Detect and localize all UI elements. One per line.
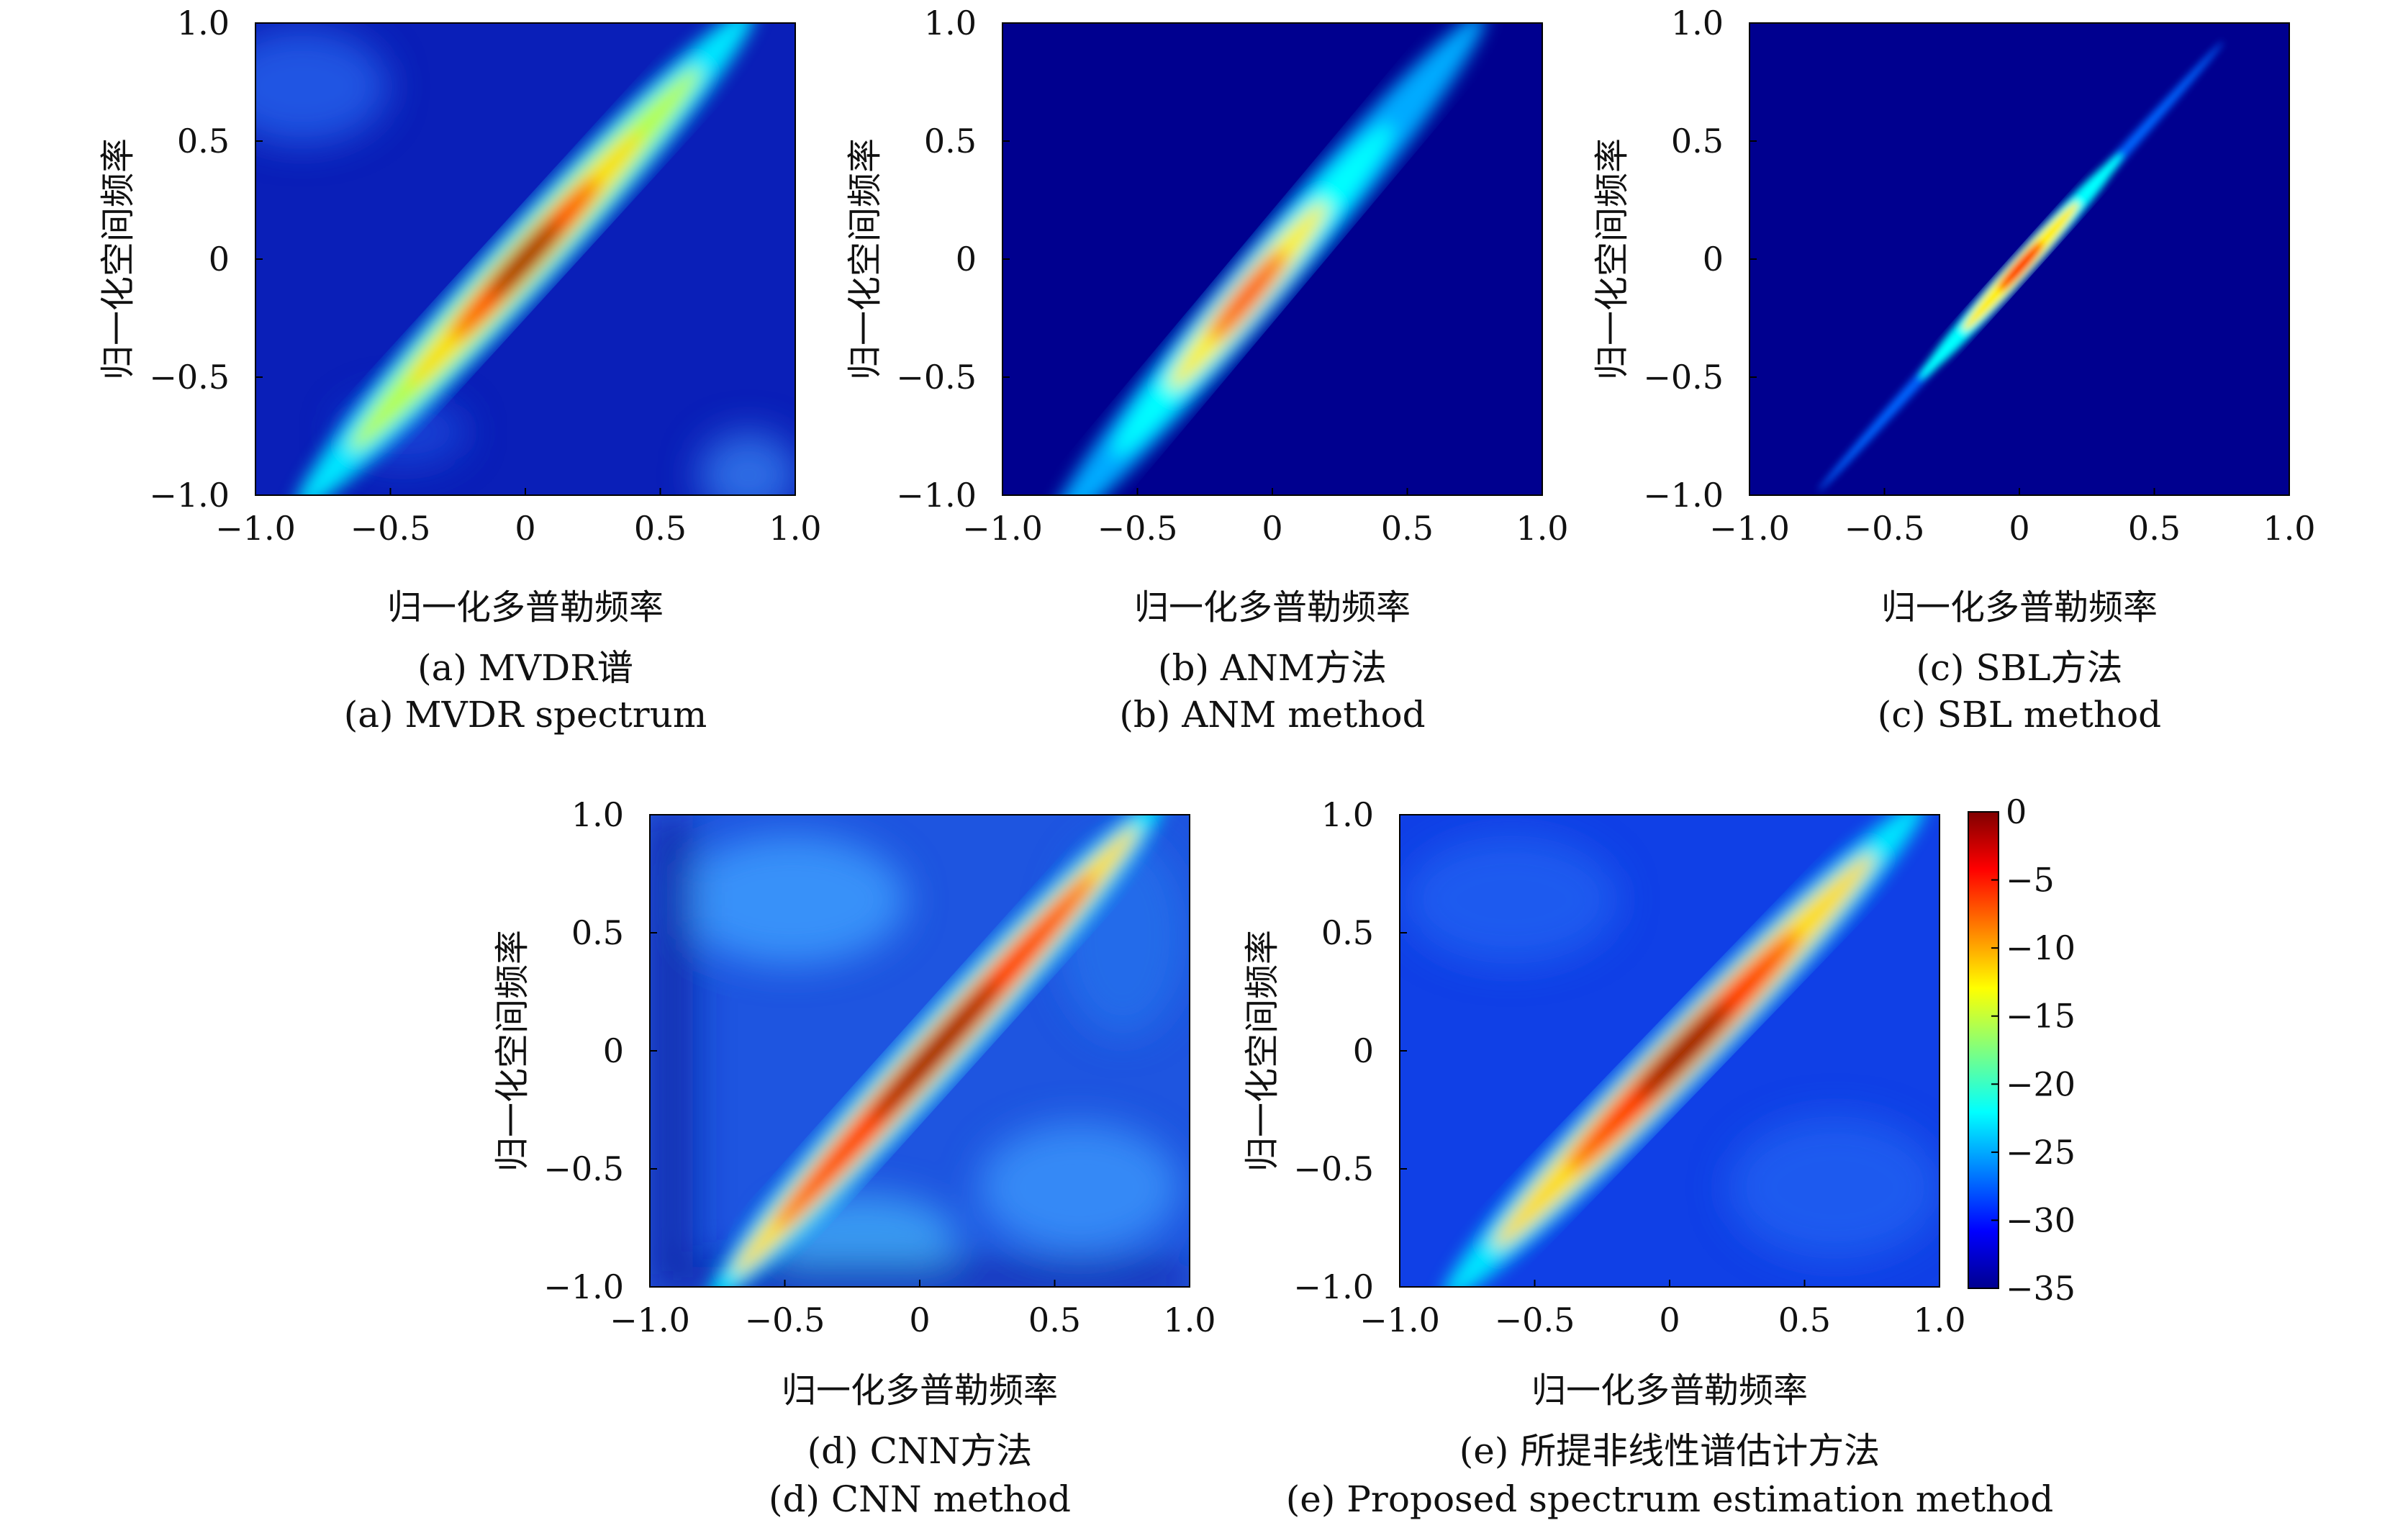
y-axis-label-e: 归一化空间频率 bbox=[1242, 930, 1282, 1172]
caption-en-a: (a) MVDR spectrum bbox=[344, 694, 707, 736]
y-tick-label-a: −1.0 bbox=[149, 476, 230, 515]
x-tick-label-a: −1.0 bbox=[215, 509, 296, 548]
y-tick-label-b: −1.0 bbox=[896, 476, 977, 515]
x-tick-label-e: −0.5 bbox=[1495, 1301, 1575, 1339]
y-tick-label-d: −1.0 bbox=[543, 1267, 624, 1306]
y-tick-label-e: 0 bbox=[1353, 1031, 1374, 1070]
x-tick-label-c: 0 bbox=[2009, 509, 2029, 548]
heatmap-b bbox=[1002, 23, 1542, 495]
x-tick-label-a: −0.5 bbox=[350, 509, 431, 548]
caption-cn-e: (e) 所提非线性谱估计方法 bbox=[1459, 1430, 1880, 1472]
y-axis-label-c: 归一化空间频率 bbox=[1592, 138, 1632, 380]
y-tick-label-e: 1.0 bbox=[1321, 795, 1374, 834]
y-tick-label-a: 0 bbox=[209, 240, 230, 279]
heatmap-a bbox=[255, 23, 795, 495]
x-tick-label-e: 0 bbox=[1659, 1301, 1680, 1339]
panel-a bbox=[255, 22, 796, 496]
caption-en-c: (c) SBL method bbox=[1878, 694, 2161, 736]
x-tick-label-c: 0.5 bbox=[2128, 509, 2181, 548]
x-tick-label-d: −0.5 bbox=[745, 1301, 825, 1339]
colorbar-tick-label: −30 bbox=[2006, 1201, 2076, 1239]
colorbar-tick-label: −20 bbox=[2006, 1064, 2076, 1103]
y-tick-label-a: 1.0 bbox=[177, 4, 230, 42]
colorbar-ticks: 0 −5 −10 −15 −20 −25 −30 −35 bbox=[1991, 792, 2076, 1308]
colorbar-tick-label: −10 bbox=[2006, 928, 2076, 967]
x-axis-label-a: 归一化多普勒频率 bbox=[387, 587, 664, 628]
y-tick-label-e: −0.5 bbox=[1293, 1149, 1374, 1188]
y-axis-label-d: 归一化空间频率 bbox=[492, 930, 533, 1172]
y-tick-label-c: 0 bbox=[1703, 240, 1724, 279]
x-tick-label-b: 0 bbox=[1262, 509, 1282, 548]
caption-en-d: (d) CNN method bbox=[769, 1478, 1071, 1520]
heatmap-e bbox=[1400, 815, 1939, 1287]
x-tick-label-d: 0 bbox=[909, 1301, 930, 1339]
x-axis-label-e: 归一化多普勒频率 bbox=[1531, 1370, 1808, 1411]
caption-en-b: (b) ANM method bbox=[1119, 694, 1425, 736]
y-tick-label-d: −0.5 bbox=[543, 1149, 624, 1188]
y-tick-label-b: −0.5 bbox=[896, 358, 977, 397]
panel-c bbox=[1749, 22, 2290, 496]
y-tick-label-b: 1.0 bbox=[924, 4, 977, 42]
colorbar-gradient bbox=[1968, 811, 1999, 1289]
x-tick-label-c: 1.0 bbox=[2263, 509, 2315, 548]
x-tick-label-c: −0.5 bbox=[1845, 509, 1925, 548]
panel-e bbox=[1399, 814, 1940, 1288]
x-tick-label-d: −1.0 bbox=[610, 1301, 690, 1339]
x-tick-label-a: 0.5 bbox=[634, 509, 687, 548]
caption-en-e: (e) Proposed spectrum estimation method bbox=[1286, 1478, 2053, 1520]
colorbar-tick-label: −5 bbox=[2006, 861, 2055, 900]
x-tick-label-b: 0.5 bbox=[1381, 509, 1434, 548]
colorbar-tick-label: 0 bbox=[2006, 792, 2027, 831]
y-tick-label-a: 0.5 bbox=[177, 122, 230, 161]
y-tick-label-d: 0.5 bbox=[571, 913, 624, 952]
figure-labels: −1.0 −0.5 0 0.5 1.0−1.0−0.500.51.0归一化多普勒频率归一… bbox=[98, 4, 2316, 1520]
x-tick-label-d: 0.5 bbox=[1028, 1301, 1081, 1339]
y-tick-label-a: −0.5 bbox=[149, 358, 230, 397]
panel-d bbox=[649, 814, 1190, 1288]
y-axis-label-a: 归一化空间频率 bbox=[98, 138, 138, 380]
caption-cn-d: (d) CNN方法 bbox=[807, 1430, 1033, 1472]
heatmap-c bbox=[1750, 23, 2289, 495]
x-tick-label-a: 0 bbox=[515, 509, 535, 548]
x-tick-label-c: −1.0 bbox=[1709, 509, 1790, 548]
y-tick-label-c: 1.0 bbox=[1671, 4, 1724, 42]
x-tick-label-e: 0.5 bbox=[1778, 1301, 1831, 1339]
x-tick-label-a: 1.0 bbox=[769, 509, 821, 548]
x-axis-label-d: 归一化多普勒频率 bbox=[782, 1370, 1058, 1411]
caption-cn-a: (a) MVDR谱 bbox=[417, 647, 633, 689]
heatmap-d bbox=[650, 815, 1190, 1287]
colorbar-tick-label: −15 bbox=[2006, 997, 2076, 1036]
x-axis-label-b: 归一化多普勒频率 bbox=[1134, 587, 1411, 628]
y-tick-label-d: 1.0 bbox=[571, 795, 624, 834]
y-tick-label-c: 0.5 bbox=[1671, 122, 1724, 161]
y-tick-label-e: −1.0 bbox=[1293, 1267, 1374, 1306]
x-axis-label-c: 归一化多普勒频率 bbox=[1881, 587, 2158, 628]
x-tick-label-e: 1.0 bbox=[1913, 1301, 1965, 1339]
x-tick-label-e: −1.0 bbox=[1359, 1301, 1440, 1339]
y-tick-label-b: 0.5 bbox=[924, 122, 977, 161]
x-tick-label-d: 1.0 bbox=[1163, 1301, 1216, 1339]
caption-cn-c: (c) SBL方法 bbox=[1916, 647, 2122, 689]
x-tick-label-b: −1.0 bbox=[962, 509, 1043, 548]
y-axis-label-b: 归一化空间频率 bbox=[845, 138, 885, 380]
colorbar-tick-label: −25 bbox=[2006, 1133, 2076, 1172]
y-tick-label-b: 0 bbox=[956, 240, 977, 279]
y-tick-label-c: −1.0 bbox=[1643, 476, 1724, 515]
colorbar-tick-label: −35 bbox=[2006, 1269, 2076, 1308]
x-tick-label-b: 1.0 bbox=[1516, 509, 1568, 548]
caption-cn-b: (b) ANM方法 bbox=[1158, 647, 1387, 689]
y-tick-label-e: 0.5 bbox=[1321, 913, 1374, 952]
colorbar: 0 −5 −10 −15 −20 −25 −30 −35 bbox=[1968, 792, 2076, 1308]
y-tick-label-d: 0 bbox=[603, 1031, 624, 1070]
panel-b bbox=[1002, 22, 1543, 496]
y-tick-label-c: −0.5 bbox=[1643, 358, 1724, 397]
x-tick-label-b: −0.5 bbox=[1097, 509, 1178, 548]
